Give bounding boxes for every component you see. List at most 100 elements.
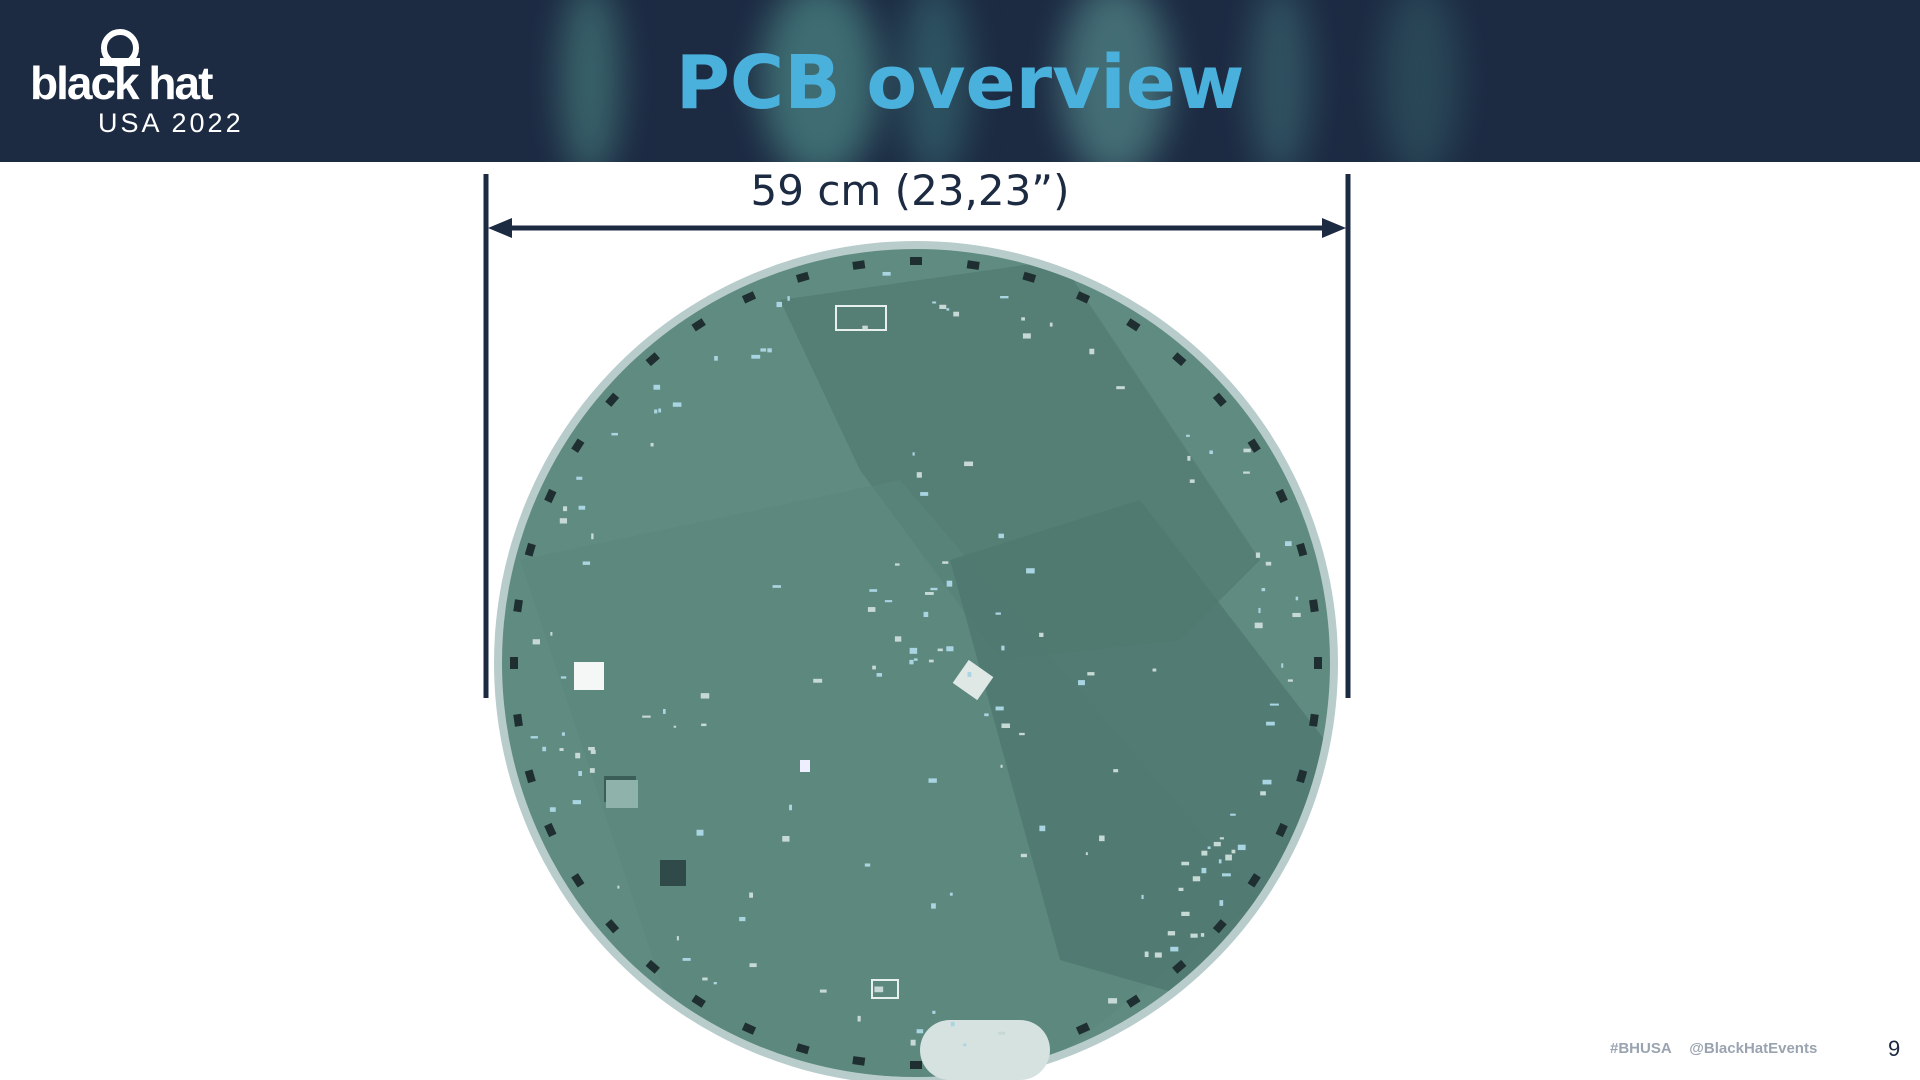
smd-part xyxy=(931,903,936,909)
smd-part xyxy=(572,800,582,805)
smd-part xyxy=(1201,850,1208,856)
smd-part xyxy=(1099,835,1105,842)
smd-part xyxy=(1152,668,1157,672)
smd-part xyxy=(884,600,893,603)
smd-part xyxy=(576,476,583,480)
smd-part xyxy=(1200,933,1205,937)
smd-part xyxy=(713,982,717,985)
dimension-label: 59 cm (23,23”) xyxy=(750,166,1070,215)
smd-part xyxy=(984,713,989,717)
smd-part xyxy=(998,1031,1006,1035)
smd-part xyxy=(654,409,658,414)
smd-part xyxy=(1213,841,1221,847)
smd-part xyxy=(767,348,772,353)
pad xyxy=(691,994,706,1008)
hashtag: #BHUSA xyxy=(1610,1040,1672,1057)
smd-part xyxy=(578,505,586,510)
pad xyxy=(605,392,620,407)
smd-part xyxy=(782,836,790,842)
smd-part xyxy=(930,587,938,591)
smd-part xyxy=(682,957,691,961)
smd-part xyxy=(1255,552,1261,558)
smd-part xyxy=(939,304,947,310)
smd-part xyxy=(928,778,937,783)
smd-part xyxy=(714,355,718,361)
smd-part xyxy=(1269,703,1279,706)
smd-part xyxy=(663,708,666,714)
smd-part xyxy=(789,804,793,811)
smd-part xyxy=(1266,721,1275,726)
smd-part xyxy=(895,563,900,566)
smd-part xyxy=(967,672,972,677)
smd-part xyxy=(560,676,567,679)
arrow-head-left xyxy=(488,218,512,238)
smd-part xyxy=(942,561,949,564)
smd-part xyxy=(590,749,596,754)
smd-part xyxy=(1020,853,1027,858)
smd-part xyxy=(673,725,677,728)
smd-part xyxy=(1085,852,1088,856)
logo-name: black hat xyxy=(30,57,213,109)
smd-part xyxy=(819,989,827,993)
smd-part xyxy=(650,442,654,447)
pad xyxy=(741,291,757,304)
smd-part xyxy=(559,518,568,524)
smd-part xyxy=(1209,450,1213,455)
smd-part xyxy=(532,639,540,645)
smd-part xyxy=(1190,933,1198,938)
smd-part xyxy=(1287,679,1293,682)
pad xyxy=(966,260,980,270)
smd-part xyxy=(995,612,1001,615)
smd-part xyxy=(857,1015,861,1022)
smd-part xyxy=(591,533,594,540)
smd-part xyxy=(772,585,781,588)
smd-part xyxy=(1219,900,1224,906)
smd-part xyxy=(1001,723,1010,729)
smd-part xyxy=(1292,612,1301,618)
logo-icon xyxy=(100,29,140,67)
smd-part xyxy=(1167,931,1176,936)
smd-part xyxy=(964,461,974,467)
smd-part xyxy=(874,986,884,993)
smd-part xyxy=(1181,911,1190,916)
smd-part xyxy=(550,632,553,636)
smd-part xyxy=(862,325,868,330)
smd-part xyxy=(1243,448,1251,453)
pad xyxy=(524,542,536,557)
pad xyxy=(1296,542,1308,557)
pad xyxy=(1075,1022,1091,1035)
smd-part xyxy=(563,506,568,512)
pad xyxy=(1126,994,1141,1008)
page-number: 9 xyxy=(1888,1036,1901,1061)
smd-part xyxy=(894,636,902,642)
components xyxy=(530,271,1301,1080)
smd-part xyxy=(653,384,661,390)
pad xyxy=(1309,599,1319,613)
pad xyxy=(691,318,706,332)
smd-part xyxy=(950,1021,955,1027)
smd-part xyxy=(1254,622,1263,629)
smd-part xyxy=(1141,894,1144,900)
smd-part xyxy=(946,308,950,311)
smd-part xyxy=(1262,779,1272,785)
smd-part xyxy=(1218,859,1222,864)
footer-tags: #BHUSA @BlackHatEvents xyxy=(1610,1040,1817,1057)
pad xyxy=(1172,959,1187,974)
smd-part xyxy=(658,408,662,413)
smd-part xyxy=(749,963,757,968)
smd-part xyxy=(1116,386,1125,390)
smd-part xyxy=(925,591,934,595)
smd-part xyxy=(1237,844,1246,851)
pad xyxy=(1247,873,1261,888)
smd-part xyxy=(701,723,707,727)
pad xyxy=(571,438,585,453)
smd-part xyxy=(589,768,595,773)
smd-part xyxy=(937,648,943,652)
smd-part xyxy=(1022,333,1031,339)
smd-part xyxy=(702,977,708,981)
smd-part xyxy=(578,771,582,776)
pad xyxy=(852,1056,866,1066)
handle: @BlackHatEvents xyxy=(1689,1040,1818,1057)
pad xyxy=(645,959,660,974)
smd-part xyxy=(1265,561,1272,566)
